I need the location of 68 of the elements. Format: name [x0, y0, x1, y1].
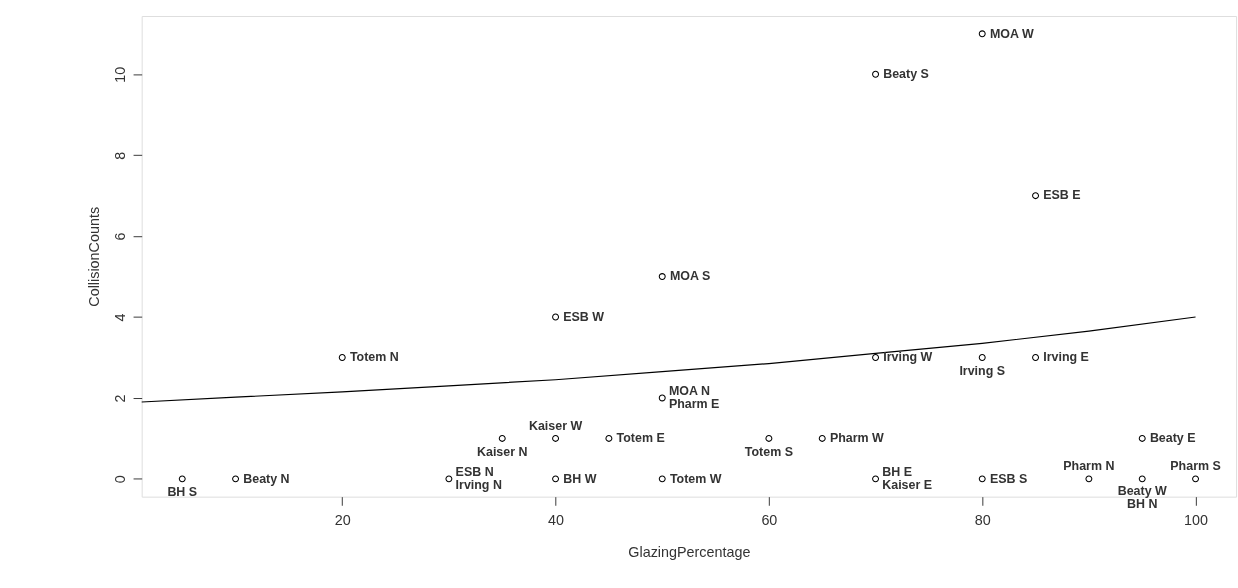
point — [872, 70, 880, 78]
point — [978, 475, 986, 483]
point — [1192, 475, 1200, 483]
annotation: Pharm N — [1063, 459, 1115, 474]
x-tick-label: 20 — [334, 511, 351, 528]
annotation: ESB S — [989, 471, 1028, 486]
y-tick-label: 0 — [111, 475, 128, 484]
annotation: Irving N — [455, 478, 502, 493]
point — [1085, 475, 1093, 483]
point — [1138, 475, 1146, 483]
annotation: Totem S — [744, 444, 793, 459]
y-tick-label: 6 — [111, 232, 128, 241]
point — [1032, 192, 1040, 200]
annotation: Pharm S — [1170, 459, 1221, 474]
annotation: Kaiser N — [477, 444, 528, 459]
annotation: Pharm W — [829, 431, 885, 446]
point — [338, 354, 346, 361]
point — [818, 434, 826, 442]
annotation: Totem W — [669, 471, 722, 486]
annotation: ESB E — [1043, 188, 1081, 203]
annotation: Kaiser E — [882, 478, 933, 493]
point — [232, 475, 240, 483]
annotation: BH S — [167, 485, 198, 500]
y-axis-title: CollisionCounts — [86, 206, 103, 307]
annotation: Totem N — [349, 350, 399, 365]
point — [1032, 354, 1040, 361]
point — [872, 475, 880, 483]
point — [552, 434, 560, 442]
point — [445, 475, 453, 483]
annotation: Beaty N — [243, 471, 290, 486]
annotation: Beaty W — [1117, 484, 1168, 499]
point — [872, 354, 880, 361]
annotation: BH E — [882, 464, 912, 479]
point — [658, 475, 666, 483]
annotation: Beaty S — [883, 67, 929, 82]
point — [552, 475, 560, 483]
point — [498, 434, 506, 442]
annotation: Beaty E — [1149, 431, 1196, 446]
point — [1138, 434, 1146, 442]
annotation: Kaiser W — [528, 418, 583, 433]
annotation: Irving S — [959, 363, 1006, 378]
annotation: Irving W — [883, 350, 933, 365]
annotation: Irving E — [1043, 350, 1089, 365]
annotation: MOA N — [668, 384, 710, 399]
annotation: Totem E — [616, 431, 665, 446]
annotation: MOA W — [989, 26, 1034, 41]
y-tick-label: 10 — [111, 66, 128, 83]
point — [605, 434, 613, 442]
y-tick-label: 8 — [111, 151, 128, 160]
annotation: BH W — [563, 471, 597, 486]
point — [178, 475, 186, 483]
point — [765, 434, 773, 442]
x-tick-label: 40 — [548, 511, 565, 528]
annotation: ESB W — [563, 309, 605, 324]
annotation: MOA S — [669, 269, 711, 284]
point — [658, 273, 666, 281]
point — [658, 394, 666, 402]
x-axis-title: GlazingPercentage — [628, 543, 751, 560]
x-tick-label: 80 — [974, 511, 991, 528]
y-tick-label: 4 — [111, 313, 128, 322]
point — [978, 30, 986, 38]
point — [978, 354, 986, 361]
annotation: Pharm E — [668, 397, 720, 412]
y-tick-label: 2 — [111, 394, 128, 403]
annotation: ESB N — [455, 464, 494, 479]
x-tick-label: 100 — [1184, 511, 1209, 528]
x-tick-label: 60 — [761, 511, 778, 528]
point — [552, 313, 560, 321]
